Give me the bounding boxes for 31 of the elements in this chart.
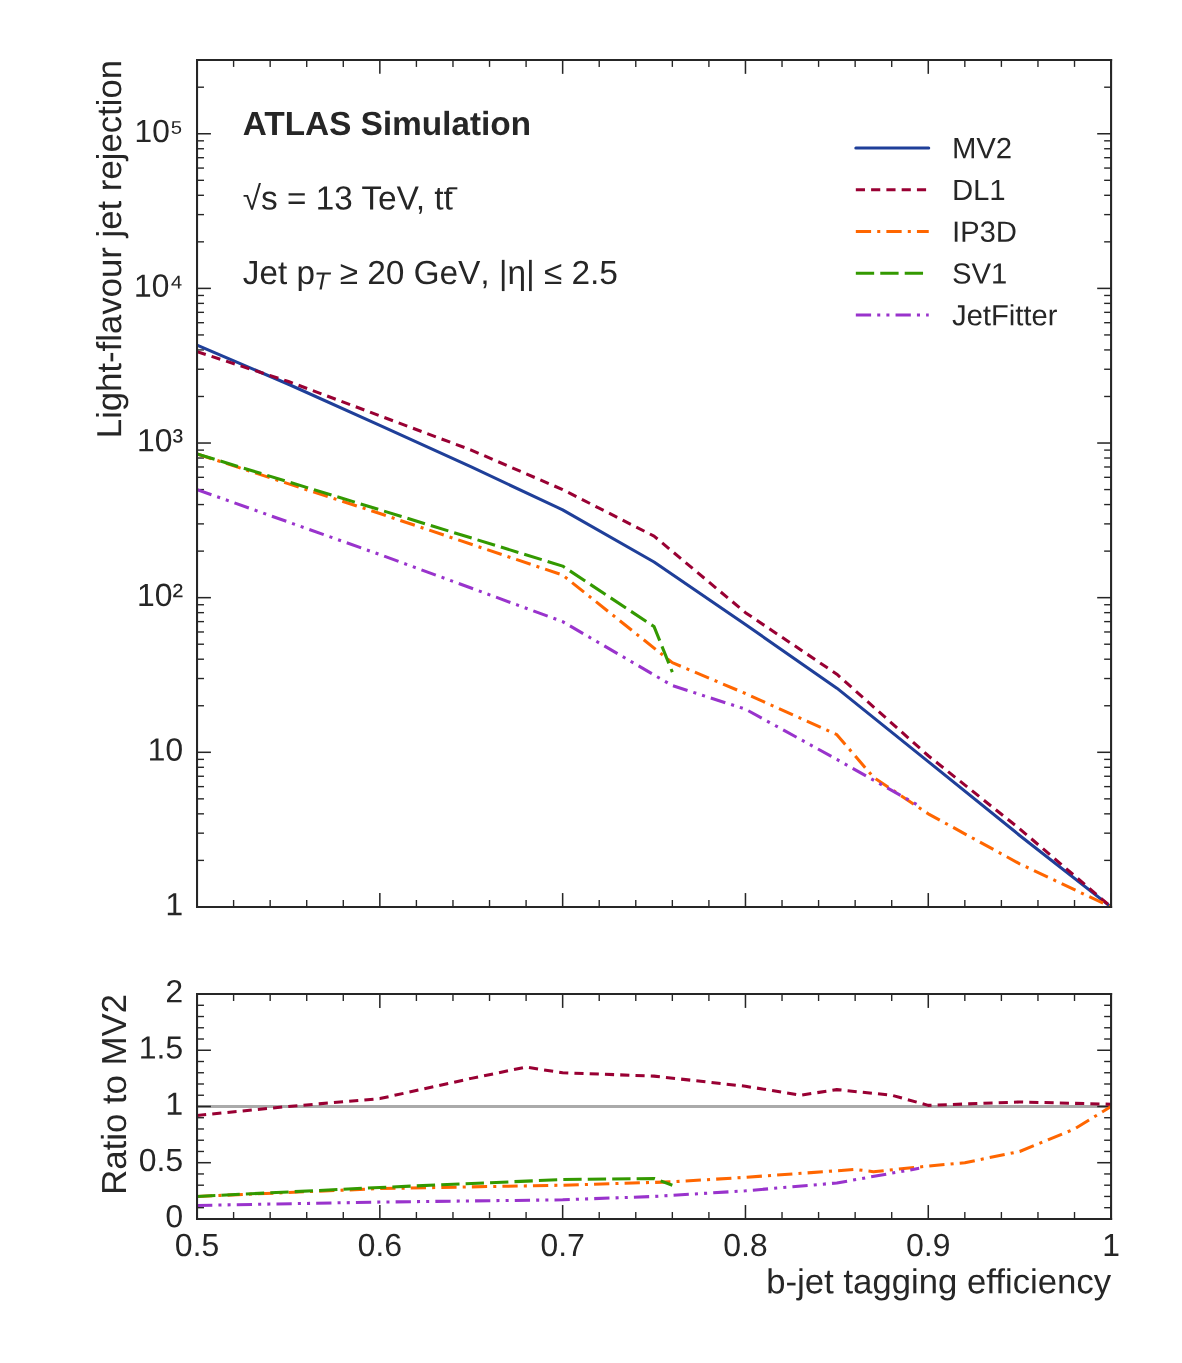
y-tick-label: 1.5 bbox=[141, 1036, 182, 1059]
line-series bbox=[197, 1176, 674, 1198]
y-tick-label: 10 bbox=[150, 738, 182, 761]
legend-label: MV2 bbox=[954, 137, 1011, 159]
y-tick-label: 0 bbox=[166, 1204, 182, 1228]
y-tick-label: 1 bbox=[167, 1092, 182, 1115]
y-axis-title: Ratio to MV2 bbox=[100, 995, 127, 1192]
legend-label: SV1 bbox=[953, 263, 1006, 284]
y-tick-label: 10⁵ bbox=[136, 119, 182, 143]
y-tick-label: 2 bbox=[166, 979, 182, 1003]
legend-label: IP3D bbox=[954, 221, 1016, 243]
x-tick-label: 0.8 bbox=[724, 1233, 767, 1257]
y-tick-label: 0.5 bbox=[140, 1148, 182, 1172]
y-tick-label: 10³ bbox=[139, 428, 183, 452]
line-series bbox=[197, 1166, 921, 1207]
annotation: ATLAS Simulation bbox=[243, 110, 529, 136]
x-tick-label: 1 bbox=[1104, 1233, 1119, 1256]
legend-label: JetFitter bbox=[952, 304, 1057, 326]
x-tick-label: 0.6 bbox=[358, 1233, 401, 1257]
x-tick-label: 0.7 bbox=[541, 1233, 584, 1257]
annotation: Jet p$_{T}$ ≥ 20 GeV, |η| ≤ 2.5 bbox=[243, 259, 617, 292]
y-axis-title: Light-flavour jet rejection bbox=[95, 62, 129, 436]
y-tick-label: 10² bbox=[139, 583, 183, 607]
line-series bbox=[197, 452, 674, 674]
legend-label: DL1 bbox=[954, 179, 1005, 200]
x-tick-label: 0.9 bbox=[907, 1233, 949, 1257]
y-tick-label: 10⁴ bbox=[136, 274, 182, 297]
y-tick-label: 1 bbox=[167, 893, 182, 916]
x-axis-title: b-jet tagging efficiency bbox=[768, 1268, 1112, 1301]
annotation: √s = 13 TeV, tt̄ bbox=[243, 183, 458, 214]
line-series bbox=[197, 1065, 1112, 1118]
